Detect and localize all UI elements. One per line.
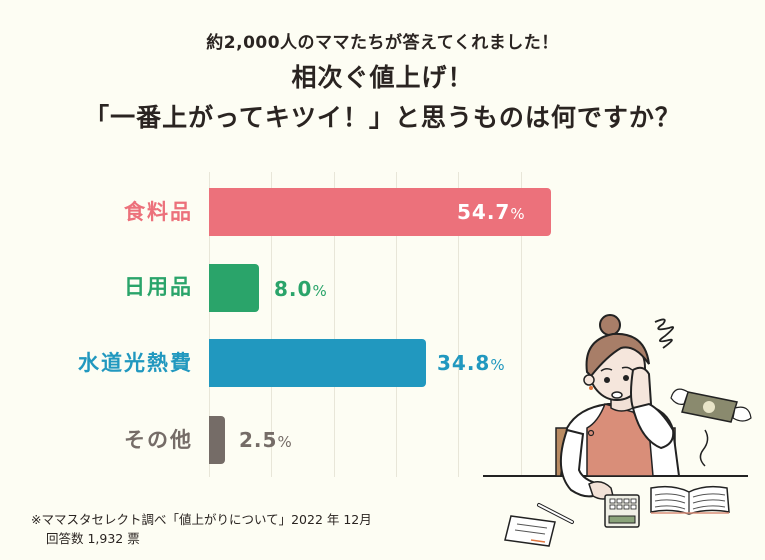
gridline-20: [334, 172, 335, 477]
value-label-other: 2.5%: [239, 428, 293, 452]
footnote-respondents: 回答数 1,932 票: [46, 531, 140, 546]
gridline-50: [521, 172, 522, 477]
gridline-40: [458, 172, 459, 477]
gridline-10: [271, 172, 272, 477]
category-label-utilities: 水道光熱費: [78, 351, 193, 375]
receipt-icon: [504, 515, 556, 547]
value-label-daily: 8.0%: [274, 277, 328, 301]
gridline-0: [209, 172, 210, 477]
bar-food: [209, 188, 551, 236]
subtitle: 約2,000人のママたちが答えてくれました！: [206, 33, 559, 53]
bar-daily: [209, 264, 259, 312]
worried-woman-illustration: [483, 314, 752, 547]
calculator-icon: [604, 494, 640, 528]
page-title-line2: 「一番上がってキツイ！」と思うものは何ですか？: [84, 103, 681, 132]
gridline-30: [396, 172, 397, 477]
category-label-other: その他: [124, 428, 193, 452]
flying-money-icon: [670, 388, 752, 467]
footnote-source: ※ママスタセレクト調べ「値上がりについて」2022 年 12月: [31, 512, 372, 527]
pen-icon: [537, 503, 574, 524]
bar-other: [209, 416, 225, 464]
worried-woman-icon: [559, 314, 681, 500]
category-label-daily: 日用品: [124, 275, 193, 299]
value-label-food: 54.7%: [457, 200, 526, 224]
bar-utilities: [209, 339, 426, 387]
category-label-food: 食料品: [124, 200, 193, 224]
footnote: ※ママスタセレクト調べ「値上がりについて」2022 年 12月 回答数 1,93…: [31, 510, 372, 548]
value-label-utilities: 34.8%: [437, 351, 506, 375]
page-title-line1: 相次ぐ値上げ！: [291, 63, 474, 92]
stress-swirl-icon: [654, 318, 675, 349]
notebook-icon: [650, 485, 730, 515]
